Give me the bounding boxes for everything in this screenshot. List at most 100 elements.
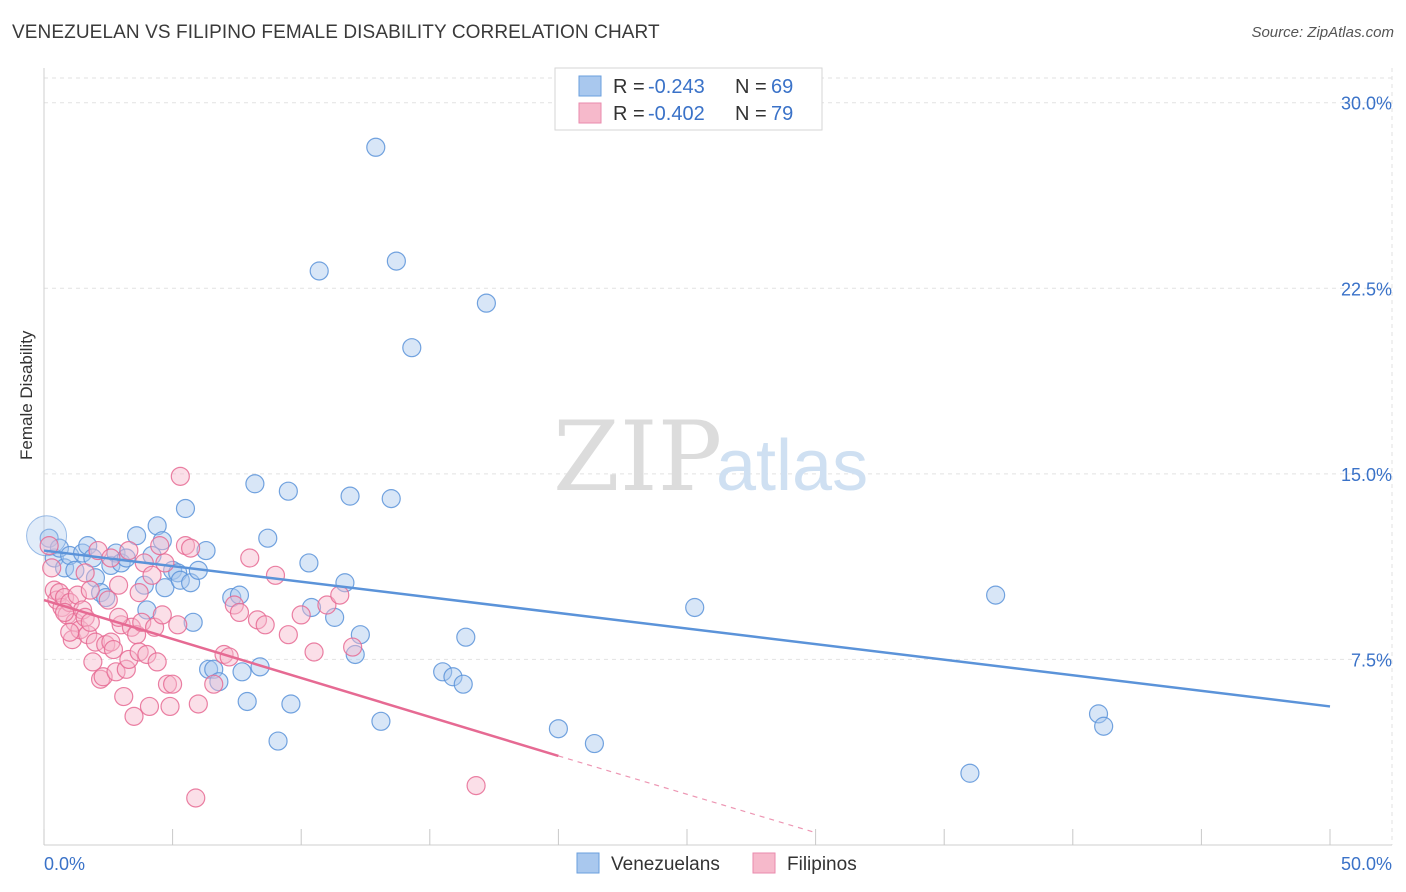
venezuelans-point-64: [685, 597, 705, 618]
filipinos-point-62: [265, 565, 286, 585]
legend-r-value-2: -0.402: [648, 103, 705, 125]
filipinos-point-36: [132, 612, 152, 632]
y-tick-label-3: 30.0%: [1341, 94, 1392, 114]
series-filipinos-points: [39, 466, 486, 808]
top-legend: R = -0.243 N = 69 R = -0.402 N = 79: [554, 67, 823, 131]
filipinos-trend-line: [43, 598, 559, 758]
venezuelans-point-15: [116, 548, 136, 568]
legend-swatch-venezuelans: [578, 75, 602, 97]
venezuelans-point-41: [268, 731, 288, 751]
venezuelans-point-56: [402, 338, 422, 358]
venezuelans-point-40: [258, 528, 278, 548]
filipinos-point-11: [67, 585, 88, 605]
x-tick-label-0: 0.0%: [44, 854, 85, 874]
venezuelans-point-34: [222, 587, 242, 608]
filipinos-point-66: [317, 595, 337, 615]
venezuelans-point-43: [281, 694, 301, 714]
venezuelans-point-30: [196, 540, 216, 561]
filipinos-point-43: [152, 605, 172, 625]
venezuelans-point-53: [371, 711, 391, 731]
venezuelans-point-67: [1088, 704, 1109, 724]
venezuelans-trend-line: [43, 549, 1331, 708]
venezuelans-point-62: [548, 719, 569, 739]
venezuelans-point-22: [155, 578, 175, 598]
venezuelans-point-26: [175, 498, 196, 519]
venezuelans-point-38: [245, 474, 265, 494]
x-tick-labels: 0.0% 50.0%: [44, 854, 1392, 874]
filipinos-point-25: [103, 639, 124, 660]
filipinos-point-40: [142, 565, 162, 585]
bottom-legend-swatch-venezuelans: [576, 852, 600, 874]
venezuelans-point-63: [584, 733, 605, 754]
venezuelans-point-35: [229, 585, 250, 605]
filipinos-point-46: [160, 696, 180, 717]
venezuelans-point-46: [309, 261, 329, 281]
bottom-legend-label-venezuelans: Venezuelans: [611, 854, 720, 875]
filipinos-point-27: [108, 575, 129, 595]
y-tick-labels: 7.5% 15.0% 22.5% 30.0%: [1341, 94, 1392, 671]
legend-n-value-2: 79: [771, 103, 793, 125]
y-tick-label-1: 15.0%: [1341, 465, 1392, 485]
venezuelans-point-55: [386, 251, 406, 271]
venezuelans-point-9: [85, 568, 106, 588]
filipinos-point-74: [150, 536, 170, 556]
venezuelans-point-66: [986, 585, 1006, 605]
filipinos-point-24: [101, 632, 121, 652]
filipinos-point-48: [168, 615, 188, 635]
filipinos-point-38: [137, 644, 157, 665]
venezuelans-point-28: [183, 612, 203, 632]
filipinos-point-33: [124, 706, 144, 726]
venezuelans-point-45: [301, 597, 322, 618]
filipinos-point-65: [304, 642, 324, 662]
filipinos-point-76: [75, 563, 95, 583]
filipinos-point-50: [175, 536, 196, 556]
filipinos-point-53: [188, 694, 208, 714]
venezuelans-point-37: [237, 691, 257, 712]
axes: [43, 68, 1392, 846]
filipinos-point-78: [129, 583, 149, 603]
filipinos-point-54: [204, 674, 224, 694]
venezuelans-point-16: [126, 526, 147, 546]
filipinos-point-39: [139, 696, 160, 717]
filipinos-point-64: [291, 605, 311, 625]
venezuelans-point-54: [381, 489, 401, 509]
watermark-zip: ZIP: [553, 401, 722, 513]
bottom-legend-swatch-filipinos: [752, 852, 776, 874]
y-tick-label-2: 22.5%: [1341, 279, 1392, 299]
filipinos-point-44: [155, 553, 175, 573]
filipinos-point-49: [170, 466, 190, 486]
venezuelans-point-60: [456, 627, 476, 647]
filipinos-point-31: [119, 649, 139, 670]
watermark-atlas: atlas: [716, 426, 868, 506]
filipinos-point-42: [147, 652, 167, 672]
filipinos-point-71: [80, 580, 100, 600]
venezuelans-point-61: [476, 293, 496, 313]
filipinos-point-17: [83, 652, 103, 672]
filipinos-point-63: [278, 625, 298, 645]
venezuelans-point-18: [137, 600, 157, 620]
legend-r-label-2: R =: [613, 103, 645, 125]
venezuelans-point-20: [147, 516, 167, 536]
legend-r-label-1: R =: [613, 76, 645, 98]
venezuelans-point-42: [278, 481, 298, 501]
venezuelans-point-59: [453, 674, 473, 694]
filipinos-point-69: [466, 776, 486, 796]
filipinos-point-58: [229, 602, 250, 623]
venezuelans-point-44: [299, 553, 319, 573]
venezuelans-point-68: [1094, 716, 1114, 736]
venezuelans-point-21: [152, 531, 172, 551]
filipinos-point-61: [255, 615, 275, 635]
venezuelans-point-52: [366, 137, 386, 157]
filipinos-trend-extension: [558, 755, 816, 834]
venezuelans-point-32: [204, 659, 224, 679]
venezuelans-point-33: [209, 672, 229, 692]
venezuelans-point-49: [340, 486, 360, 506]
filipinos-point-21: [93, 667, 113, 687]
filipinos-point-70: [60, 622, 80, 642]
trend-lines: [43, 549, 1331, 834]
legend-swatch-filipinos: [578, 102, 602, 124]
venezuelans-point-11: [96, 587, 116, 608]
filipinos-point-67: [330, 585, 350, 605]
legend-n-label-2: N =: [735, 103, 767, 125]
filipinos-point-59: [240, 548, 260, 568]
